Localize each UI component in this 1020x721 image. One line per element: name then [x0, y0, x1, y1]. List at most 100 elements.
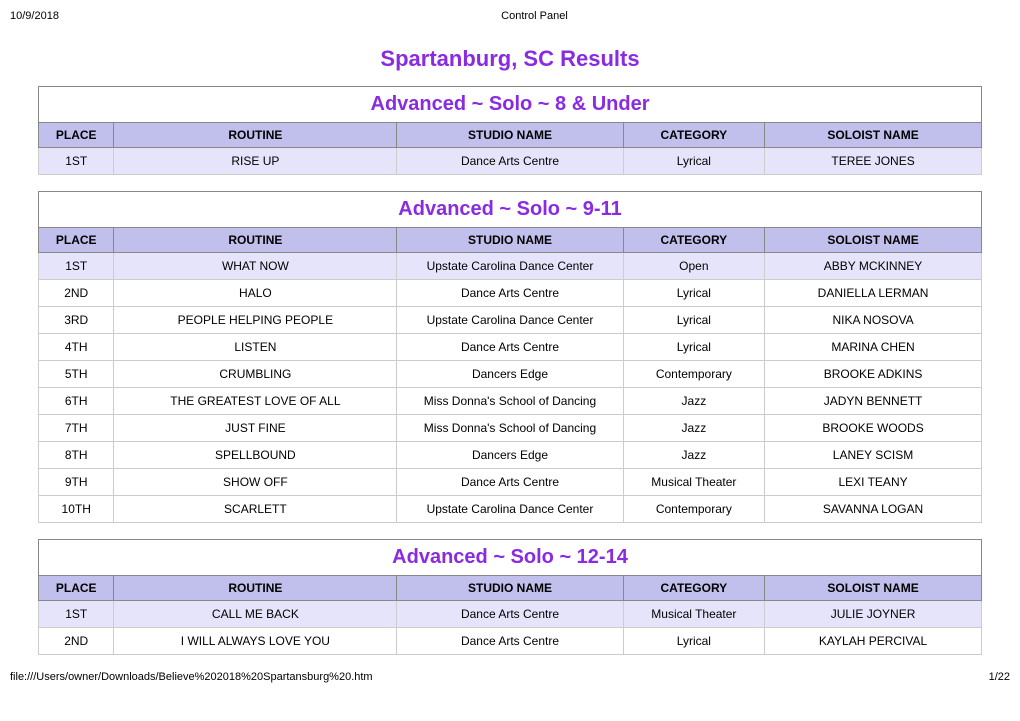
table-row: 9THSHOW OFFDance Arts CentreMusical Thea…: [39, 469, 982, 496]
table-cell: Dance Arts Centre: [397, 601, 623, 628]
table-cell: Lyrical: [623, 148, 764, 175]
group-title: Advanced ~ Solo ~ 12-14: [39, 540, 982, 576]
table-cell: Dance Arts Centre: [397, 148, 623, 175]
table-cell: LISTEN: [114, 334, 397, 361]
footer-page: 1/22: [989, 671, 1010, 683]
column-header: STUDIO NAME: [397, 123, 623, 148]
results-table: Advanced ~ Solo ~ 8 & UnderPLACEROUTINES…: [38, 86, 982, 175]
table-cell: Dance Arts Centre: [397, 628, 623, 655]
group-title: Advanced ~ Solo ~ 9-11: [39, 192, 982, 228]
table-cell: Miss Donna's School of Dancing: [397, 388, 623, 415]
page-title: Spartanburg, SC Results: [10, 46, 1010, 72]
table-cell: JADYN BENNETT: [765, 388, 982, 415]
table-cell: CRUMBLING: [114, 361, 397, 388]
table-cell: Lyrical: [623, 307, 764, 334]
table-cell: 2ND: [39, 280, 114, 307]
column-header: PLACE: [39, 228, 114, 253]
table-cell: Miss Donna's School of Dancing: [397, 415, 623, 442]
table-cell: 1ST: [39, 601, 114, 628]
print-footer: file:///Users/owner/Downloads/Believe%20…: [10, 671, 1010, 683]
table-row: 8THSPELLBOUNDDancers EdgeJazzLANEY SCISM: [39, 442, 982, 469]
table-cell: 1ST: [39, 148, 114, 175]
table-cell: PEOPLE HELPING PEOPLE: [114, 307, 397, 334]
table-cell: Lyrical: [623, 334, 764, 361]
table-row: 1STWHAT NOWUpstate Carolina Dance Center…: [39, 253, 982, 280]
table-row: 4THLISTENDance Arts CentreLyricalMARINA …: [39, 334, 982, 361]
table-cell: Contemporary: [623, 361, 764, 388]
table-cell: Dance Arts Centre: [397, 469, 623, 496]
print-date: 10/9/2018: [10, 10, 59, 22]
table-cell: Musical Theater: [623, 469, 764, 496]
table-cell: Upstate Carolina Dance Center: [397, 307, 623, 334]
table-cell: BROOKE ADKINS: [765, 361, 982, 388]
table-cell: Upstate Carolina Dance Center: [397, 496, 623, 523]
table-cell: RISE UP: [114, 148, 397, 175]
table-row: 7THJUST FINEMiss Donna's School of Danci…: [39, 415, 982, 442]
group-title: Advanced ~ Solo ~ 8 & Under: [39, 87, 982, 123]
table-cell: Dancers Edge: [397, 361, 623, 388]
table-cell: Lyrical: [623, 280, 764, 307]
table-cell: BROOKE WOODS: [765, 415, 982, 442]
table-cell: 4TH: [39, 334, 114, 361]
results-section: Advanced ~ Solo ~ 8 & UnderPLACEROUTINES…: [38, 86, 982, 175]
table-cell: MARINA CHEN: [765, 334, 982, 361]
table-cell: 2ND: [39, 628, 114, 655]
table-cell: I WILL ALWAYS LOVE YOU: [114, 628, 397, 655]
table-cell: 7TH: [39, 415, 114, 442]
table-row: 6THTHE GREATEST LOVE OF ALLMiss Donna's …: [39, 388, 982, 415]
table-cell: 10TH: [39, 496, 114, 523]
column-header: STUDIO NAME: [397, 228, 623, 253]
table-cell: CALL ME BACK: [114, 601, 397, 628]
table-cell: SAVANNA LOGAN: [765, 496, 982, 523]
table-cell: 9TH: [39, 469, 114, 496]
results-section: Advanced ~ Solo ~ 9-11PLACEROUTINESTUDIO…: [38, 191, 982, 523]
table-cell: Jazz: [623, 415, 764, 442]
table-cell: SPELLBOUND: [114, 442, 397, 469]
column-header: SOLOIST NAME: [765, 123, 982, 148]
table-cell: KAYLAH PERCIVAL: [765, 628, 982, 655]
table-row: 10THSCARLETTUpstate Carolina Dance Cente…: [39, 496, 982, 523]
table-cell: JUST FINE: [114, 415, 397, 442]
table-cell: Jazz: [623, 388, 764, 415]
table-cell: Contemporary: [623, 496, 764, 523]
column-header: PLACE: [39, 123, 114, 148]
table-cell: HALO: [114, 280, 397, 307]
print-title: Control Panel: [501, 10, 568, 22]
table-cell: 5TH: [39, 361, 114, 388]
table-cell: Upstate Carolina Dance Center: [397, 253, 623, 280]
table-cell: Lyrical: [623, 628, 764, 655]
table-cell: Open: [623, 253, 764, 280]
table-cell: SCARLETT: [114, 496, 397, 523]
table-cell: 1ST: [39, 253, 114, 280]
table-cell: DANIELLA LERMAN: [765, 280, 982, 307]
column-header: ROUTINE: [114, 123, 397, 148]
column-header: SOLOIST NAME: [765, 576, 982, 601]
table-cell: JULIE JOYNER: [765, 601, 982, 628]
table-cell: NIKA NOSOVA: [765, 307, 982, 334]
table-cell: 3RD: [39, 307, 114, 334]
table-cell: Dance Arts Centre: [397, 334, 623, 361]
table-row: 5THCRUMBLINGDancers EdgeContemporaryBROO…: [39, 361, 982, 388]
table-cell: Jazz: [623, 442, 764, 469]
column-header: ROUTINE: [114, 228, 397, 253]
table-row: 1STCALL ME BACKDance Arts CentreMusical …: [39, 601, 982, 628]
table-cell: ABBY MCKINNEY: [765, 253, 982, 280]
print-header: 10/9/2018 Control Panel: [10, 10, 1010, 22]
table-row: 3RDPEOPLE HELPING PEOPLEUpstate Carolina…: [39, 307, 982, 334]
table-cell: WHAT NOW: [114, 253, 397, 280]
results-table: Advanced ~ Solo ~ 9-11PLACEROUTINESTUDIO…: [38, 191, 982, 523]
column-header: SOLOIST NAME: [765, 228, 982, 253]
column-header: CATEGORY: [623, 123, 764, 148]
table-row: 1STRISE UPDance Arts CentreLyricalTEREE …: [39, 148, 982, 175]
column-header: CATEGORY: [623, 228, 764, 253]
footer-path: file:///Users/owner/Downloads/Believe%20…: [10, 671, 373, 683]
table-cell: Dancers Edge: [397, 442, 623, 469]
column-header: ROUTINE: [114, 576, 397, 601]
table-cell: Musical Theater: [623, 601, 764, 628]
table-cell: Dance Arts Centre: [397, 280, 623, 307]
column-header: CATEGORY: [623, 576, 764, 601]
table-cell: LEXI TEANY: [765, 469, 982, 496]
column-header: STUDIO NAME: [397, 576, 623, 601]
table-cell: 8TH: [39, 442, 114, 469]
table-row: 2NDI WILL ALWAYS LOVE YOUDance Arts Cent…: [39, 628, 982, 655]
